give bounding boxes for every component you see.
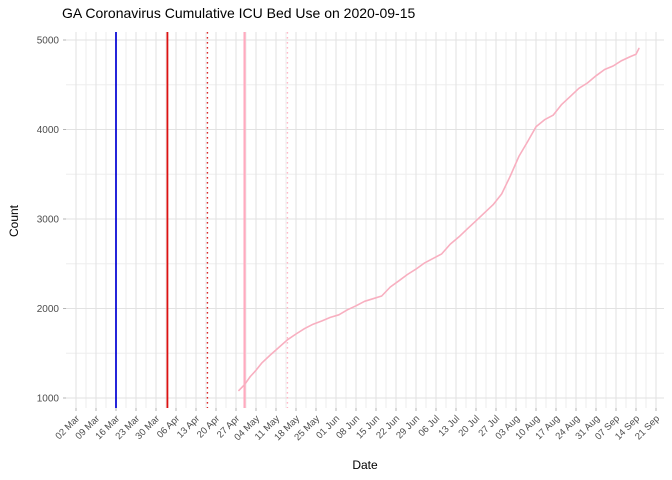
y-tick-label: 1000 [37, 394, 60, 405]
x-tick-label: 20 Jul [456, 413, 482, 439]
y-tick-label: 5000 [37, 36, 60, 47]
x-axis-title: Date [352, 458, 378, 472]
chart-title: GA Coronavirus Cumulative ICU Bed Use on… [62, 5, 416, 21]
y-tick-label: 4000 [37, 125, 60, 136]
y-axis-title: Count [7, 204, 21, 238]
data-line-cumulative-icu-bed-use [238, 47, 640, 392]
y-tick-label: 3000 [37, 215, 60, 226]
x-tick-label: 06 Jul [416, 413, 442, 439]
y-tick-label: 2000 [37, 304, 60, 315]
x-tick-label: 13 Jul [436, 413, 462, 439]
